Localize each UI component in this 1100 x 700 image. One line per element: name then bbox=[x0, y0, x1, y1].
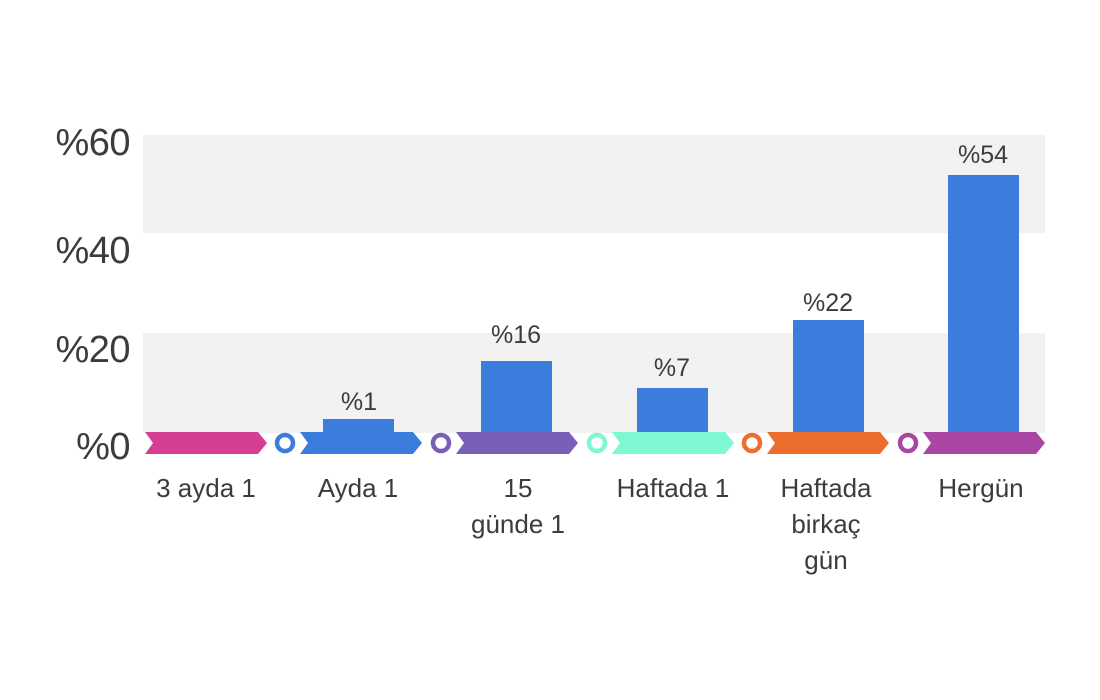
arrow-segment-3-ayda-1 bbox=[145, 432, 267, 454]
value-label-15-gunde-1: %16 bbox=[490, 321, 542, 349]
value-label-haftada-birkac-gun: %22 bbox=[802, 289, 854, 317]
category-label-ayda-1: Ayda 1 bbox=[317, 473, 399, 503]
ring-marker-hergun bbox=[897, 432, 919, 454]
ring-marker-haftada-1 bbox=[586, 432, 608, 454]
ring-marker-haftada-birkac-gun bbox=[741, 432, 763, 454]
bar-15-gunde-1 bbox=[481, 361, 552, 433]
grid-band-0-20 bbox=[143, 333, 1045, 433]
category-label-3-ayda-1: 3 ayda 1 bbox=[156, 473, 256, 503]
value-label-haftada-1: %7 bbox=[653, 354, 691, 382]
category-label-15-gunde-1: 15 günde 1 bbox=[471, 473, 565, 539]
value-label-hergun: %54 bbox=[957, 141, 1009, 169]
bar-haftada-birkac-gun bbox=[793, 320, 864, 433]
arrow-segment-haftada-1 bbox=[612, 432, 734, 454]
bar-ayda-1 bbox=[323, 419, 394, 433]
arrow-segment-15-gunde-1 bbox=[456, 432, 578, 454]
y-tick-40: %40 bbox=[55, 230, 130, 272]
grid-band-40-60 bbox=[143, 135, 1045, 233]
bar-haftada-1 bbox=[637, 388, 708, 433]
y-tick-60: %60 bbox=[55, 122, 130, 164]
arrow-segment-haftada-birkac-gun bbox=[767, 432, 889, 454]
arrow-segment-ayda-1 bbox=[300, 432, 422, 454]
y-tick-20: %20 bbox=[55, 329, 130, 371]
bar-hergun bbox=[948, 175, 1019, 433]
category-label-haftada-1: Haftada 1 bbox=[616, 473, 730, 503]
arrow-segment-hergun bbox=[923, 432, 1045, 454]
ring-marker-ayda-1 bbox=[274, 432, 296, 454]
y-tick-0: %0 bbox=[76, 426, 130, 468]
category-label-hergun: Hergün bbox=[938, 473, 1024, 503]
value-label-ayda-1: %1 bbox=[340, 388, 378, 416]
ring-marker-15-gunde-1 bbox=[430, 432, 452, 454]
category-label-haftada-birkac-gun: Haftada birkaç gün bbox=[780, 473, 872, 575]
